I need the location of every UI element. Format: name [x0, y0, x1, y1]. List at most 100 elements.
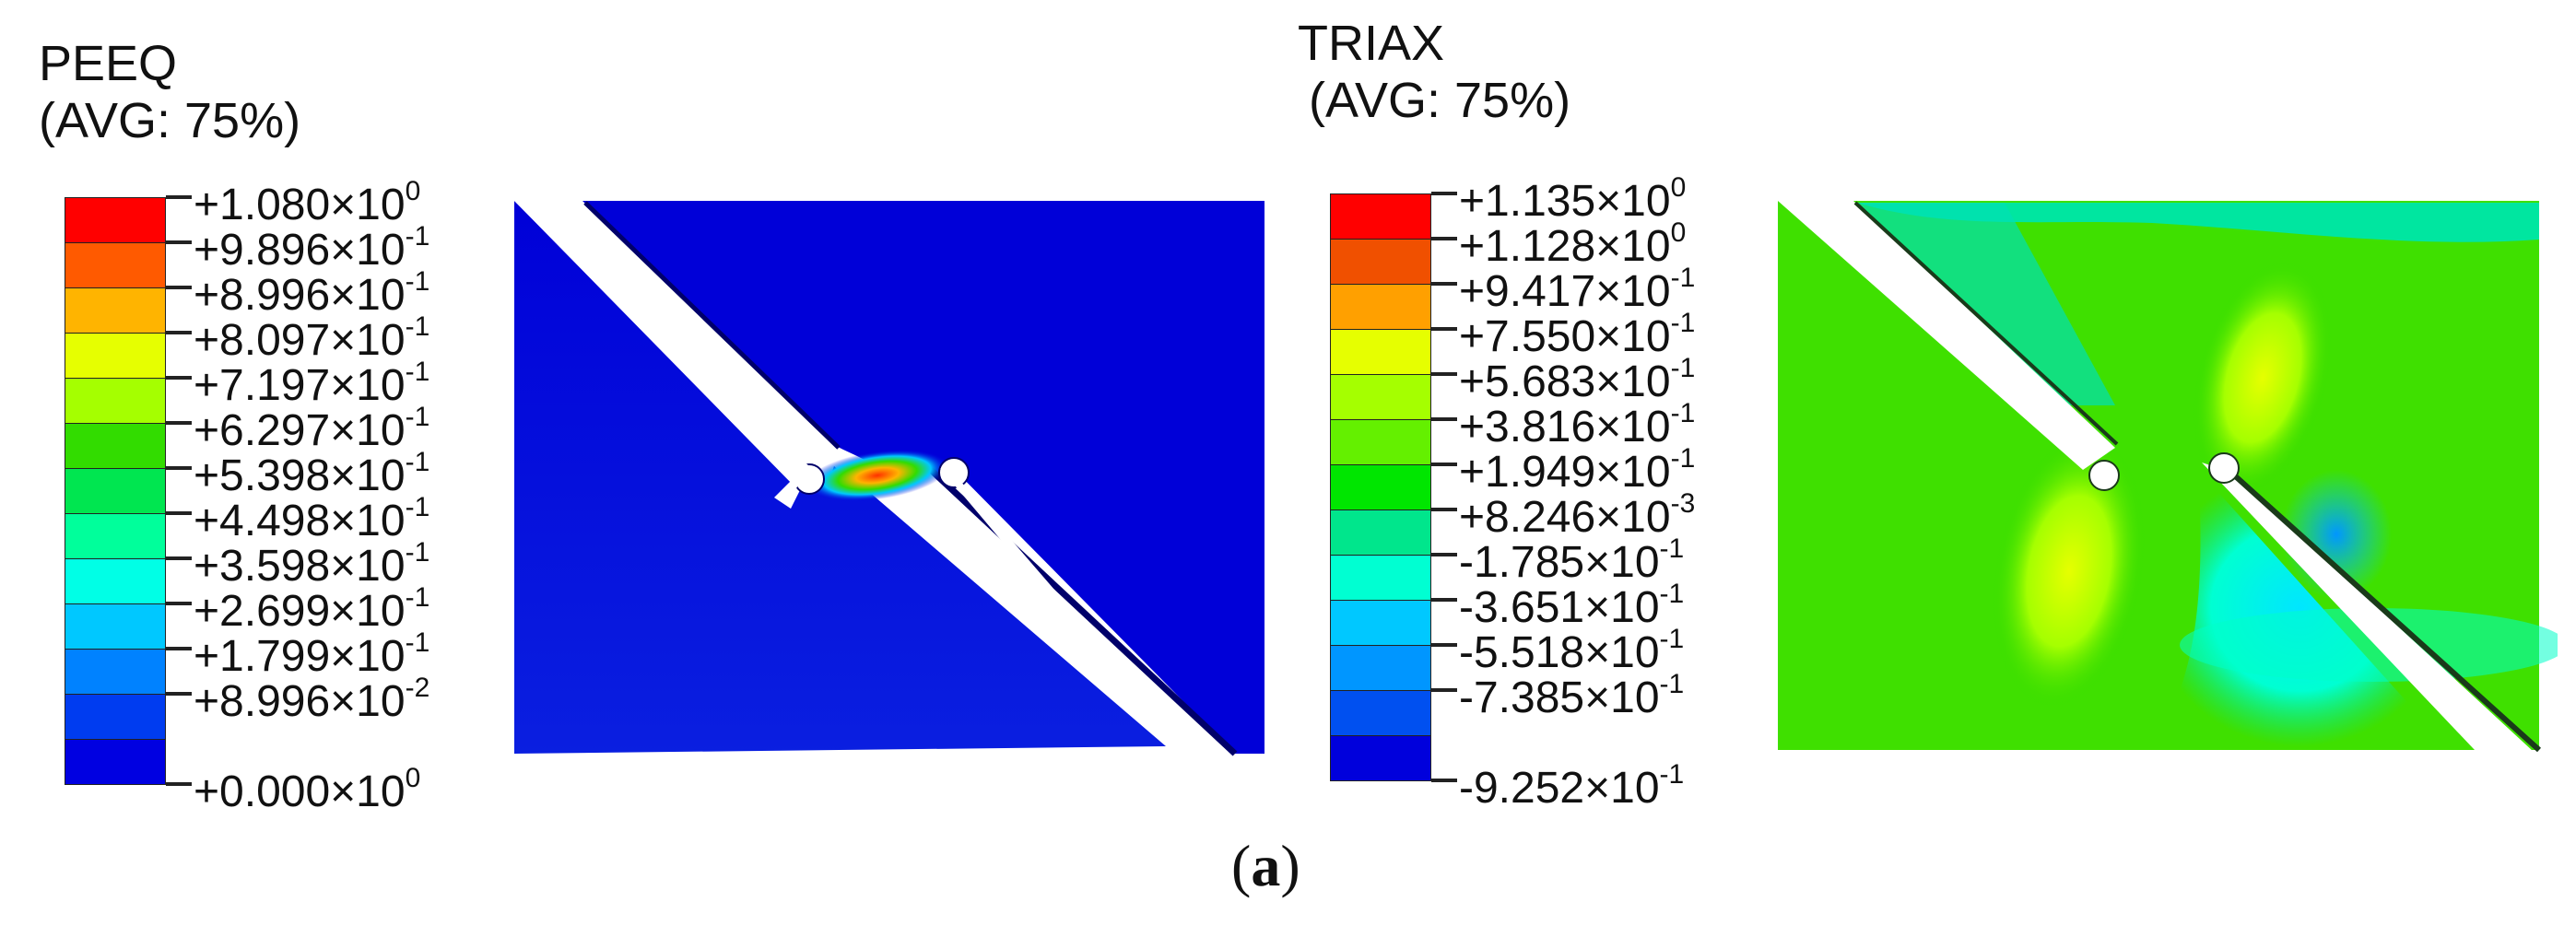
triax-title: TRIAX (AVG: 75%)	[1298, 15, 1570, 129]
triax-legend-tick	[1431, 327, 1457, 331]
peeq-ligament-hotspot	[806, 450, 949, 501]
triax-legend-label: -9.252×10-1	[1459, 759, 1685, 813]
triax-legend-swatch	[1330, 464, 1431, 510]
peeq-legend-swatch	[65, 739, 166, 785]
peeq-legend-tick	[166, 376, 192, 380]
peeq-legend-tick	[166, 195, 192, 199]
peeq-legend-tick	[166, 556, 192, 560]
triax-legend-tick	[1431, 237, 1457, 240]
triax-legend-label: +5.683×10-1	[1459, 353, 1696, 406]
triax-legend-tick	[1431, 643, 1457, 647]
triax-legend-label: -1.785×10-1	[1459, 533, 1685, 587]
triax-slit-edge-upper	[1853, 201, 2119, 446]
peeq-variable-name: PEEQ	[39, 36, 178, 91]
triax-slit-gap-upper	[1778, 201, 2115, 470]
triax-legend-tick	[1431, 372, 1457, 376]
triax-legend-label: +1.135×100	[1459, 172, 1687, 226]
triax-lower-triaxiality-peak	[1993, 434, 2146, 709]
peeq-slit-gap-upper	[514, 201, 809, 488]
peeq-legend-swatch	[65, 513, 166, 559]
triax-legend-label: +3.816×10-1	[1459, 398, 1696, 451]
triax-legend-tick	[1431, 463, 1457, 466]
peeq-slit-edge-lower	[928, 467, 1238, 756]
triax-notch-tip-left	[2088, 460, 2120, 491]
peeq-legend-label: +7.197×10-1	[194, 357, 430, 410]
triax-top-band	[1857, 203, 2539, 242]
peeq-notch-tip-right	[938, 457, 970, 488]
peeq-legend-swatch	[65, 423, 166, 469]
peeq-legend-label: +8.996×10-2	[194, 673, 430, 726]
triax-legend-label: +1.949×10-1	[1459, 443, 1696, 497]
triax-legend-tick	[1431, 688, 1457, 692]
triax-variable-name: TRIAX	[1298, 16, 1445, 71]
peeq-slit-edge-upper	[583, 201, 841, 450]
peeq-legend-label: +8.097×10-1	[194, 311, 430, 365]
triax-legend-label: +1.128×100	[1459, 217, 1687, 271]
triax-legend-label: +9.417×10-1	[1459, 263, 1696, 316]
peeq-legend-label: +0.000×100	[194, 763, 421, 816]
triax-contour-plot	[1778, 201, 2558, 774]
triax-upper-slit-band	[1857, 203, 2115, 405]
triax-color-legend: +1.135×100 +1.128×100 +9.417×10-1 +7.550×10…	[1330, 172, 1772, 813]
triax-legend-swatch	[1330, 329, 1431, 375]
peeq-legend-tick	[166, 647, 192, 650]
triax-averaging-note: (AVG: 75%)	[1309, 73, 1571, 128]
peeq-legend-swatch	[65, 603, 166, 650]
peeq-legend-swatch	[65, 649, 166, 695]
triax-slit-edge-lower	[2228, 469, 2542, 753]
triax-legend-tick	[1431, 553, 1457, 556]
triax-legend-label: -3.651×10-1	[1459, 579, 1685, 632]
peeq-legend-swatch	[65, 287, 166, 334]
peeq-legend-label: +9.896×10-1	[194, 221, 430, 275]
triax-legend-label: +7.550×10-1	[1459, 308, 1696, 361]
triax-legend-label: -5.518×10-1	[1459, 624, 1685, 677]
triax-legend-label: -7.385×10-1	[1459, 669, 1685, 722]
triax-legend-swatch	[1330, 509, 1431, 556]
peeq-legend-swatch	[65, 333, 166, 379]
peeq-averaging-note: (AVG: 75%)	[39, 93, 301, 148]
triax-legend-tick	[1431, 282, 1457, 286]
peeq-legend-tick	[166, 466, 192, 470]
peeq-title: PEEQ (AVG: 75%)	[39, 35, 300, 149]
triax-legend-tick	[1431, 508, 1457, 511]
peeq-legend-label: +2.699×10-1	[194, 582, 430, 636]
peeq-legend-swatch	[65, 694, 166, 740]
peeq-legend-label: +5.398×10-1	[194, 447, 430, 500]
peeq-legend-swatch	[65, 558, 166, 604]
peeq-contour-plot	[514, 201, 1264, 756]
peeq-legend-tick	[166, 782, 192, 786]
triax-legend-swatch	[1330, 690, 1431, 736]
peeq-legend-tick	[166, 240, 192, 244]
peeq-legend-swatch	[65, 378, 166, 424]
figure-caption: (a)	[1231, 833, 1300, 898]
peeq-legend-label: +4.498×10-1	[194, 492, 430, 545]
peeq-legend-label: +6.297×10-1	[194, 402, 430, 455]
triax-bottom-band	[2180, 608, 2558, 682]
triax-notch-tip-right	[2208, 452, 2240, 484]
triax-legend-swatch	[1330, 193, 1431, 240]
peeq-legend-label: +8.996×10-1	[194, 266, 430, 320]
peeq-slit-gap-lower	[940, 468, 1196, 754]
peeq-legend-tick	[166, 511, 192, 515]
triax-legend-swatch	[1330, 555, 1431, 601]
triax-legend-swatch	[1330, 600, 1431, 646]
peeq-legend-swatch	[65, 197, 166, 243]
triax-upper-triaxiality-peak	[2193, 261, 2333, 495]
triax-legend-label: +8.246×10-3	[1459, 488, 1696, 542]
triax-legend-tick	[1431, 598, 1457, 602]
peeq-upper-plate	[582, 201, 1264, 754]
triax-legend-swatch	[1330, 735, 1431, 781]
triax-legend-swatch	[1330, 284, 1431, 330]
peeq-color-legend: +1.080×100 +9.896×10-1 +8.996×10-1 +8.097×1…	[65, 176, 507, 816]
peeq-legend-swatch	[65, 468, 166, 514]
triax-slit-gap-lower	[2202, 463, 2558, 774]
peeq-legend-swatch	[65, 242, 166, 288]
peeq-legend-tick	[166, 331, 192, 334]
peeq-legend-tick	[166, 286, 192, 289]
triax-legend-tick	[1431, 779, 1457, 782]
peeq-legend-label: +1.080×100	[194, 176, 421, 229]
peeq-legend-label: +3.598×10-1	[194, 537, 430, 591]
figure-caption-letter: a	[1251, 833, 1281, 898]
peeq-legend-tick	[166, 421, 192, 425]
triax-legend-swatch	[1330, 645, 1431, 691]
